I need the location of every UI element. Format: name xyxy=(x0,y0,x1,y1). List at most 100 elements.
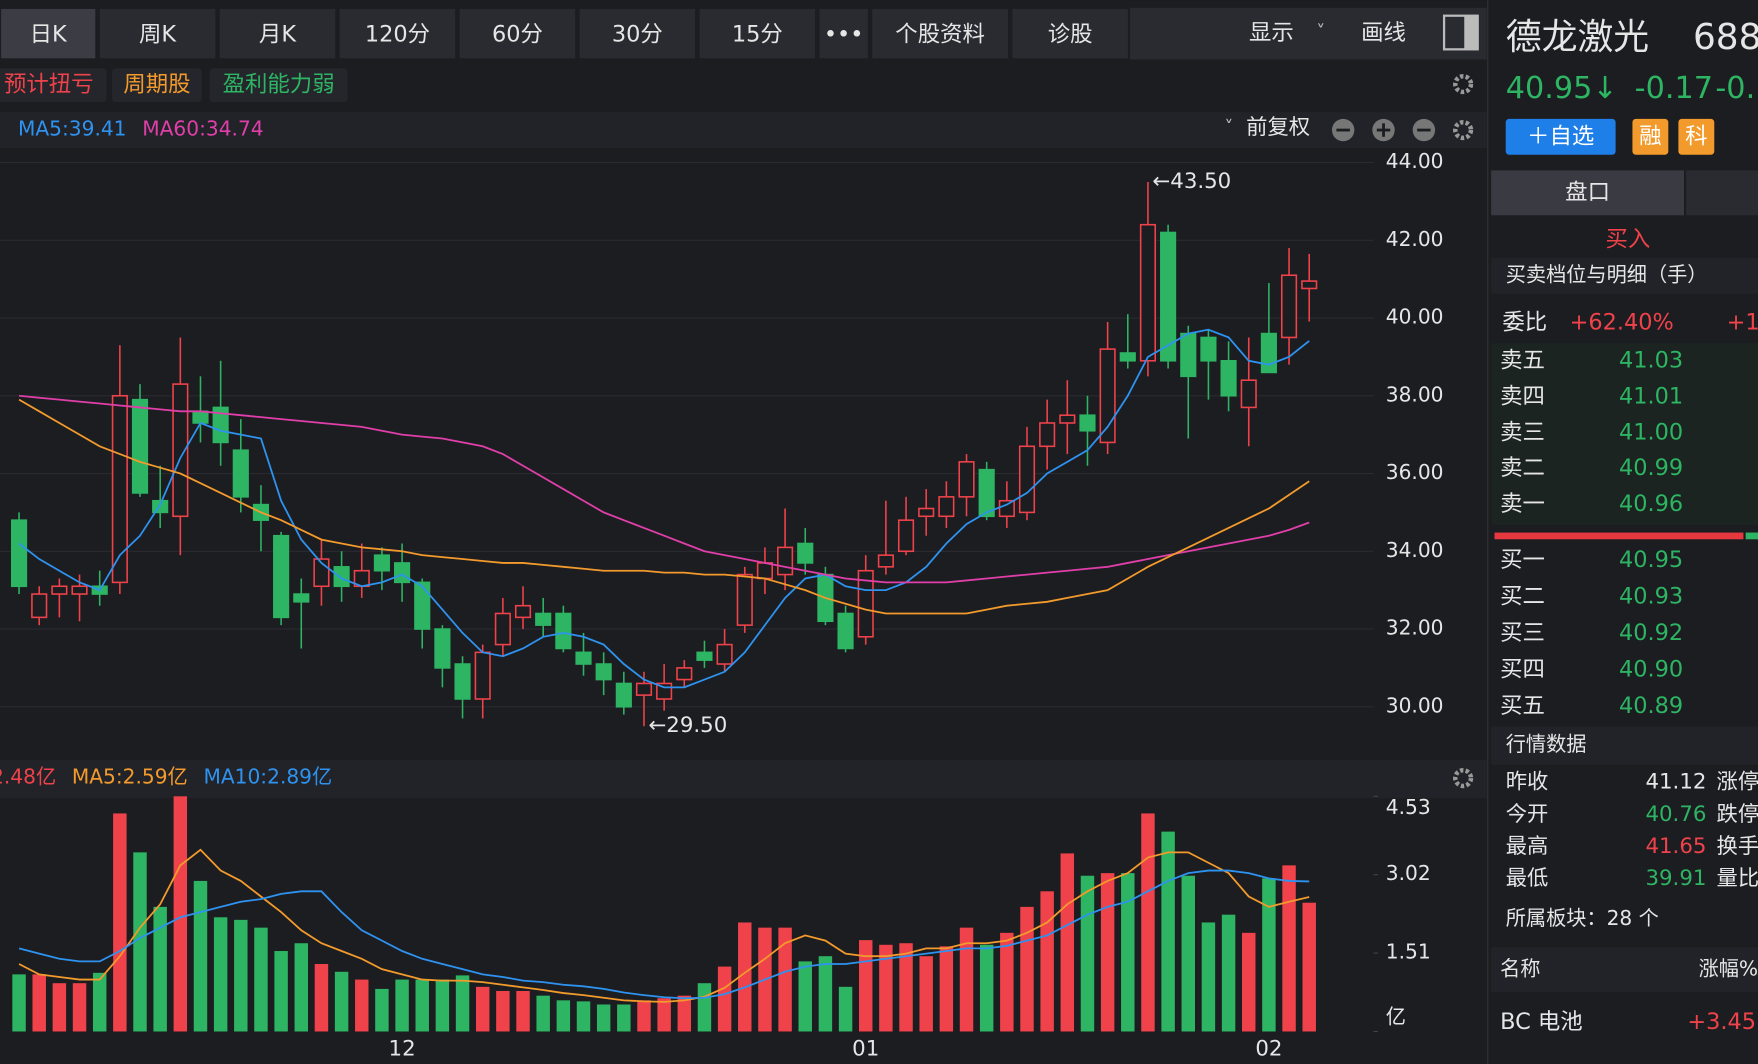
toolbar-tab[interactable]: 15分 xyxy=(732,21,783,47)
candle-body xyxy=(273,534,290,619)
volume-bar xyxy=(1060,853,1075,1032)
bid-label: 买四 xyxy=(1500,656,1545,682)
volume-bar xyxy=(1100,873,1115,1032)
volume-bar xyxy=(798,961,812,1032)
candle-body xyxy=(736,573,753,626)
candle-body xyxy=(31,593,48,619)
toolbar-tab[interactable]: 周K xyxy=(139,21,177,47)
tab[interactable] xyxy=(577,6,698,61)
ask-label: 卖四 xyxy=(1500,383,1545,409)
price-annotation: ←29.50 xyxy=(648,713,727,738)
bid-price: 40.92 xyxy=(1619,620,1683,646)
y-tick-label: 1.51 xyxy=(1386,940,1431,964)
last-price: 40.95↓ xyxy=(1506,71,1618,106)
layout-icon-fill xyxy=(1464,15,1478,50)
toolbar-tab[interactable]: 60分 xyxy=(492,21,543,47)
volume-bar xyxy=(133,852,147,1032)
candle-body xyxy=(1240,379,1257,409)
ask-price: 41.00 xyxy=(1619,419,1683,445)
volume-bar xyxy=(657,998,671,1032)
candle-body xyxy=(232,449,249,498)
tab[interactable] xyxy=(870,6,1011,61)
volume-bar xyxy=(617,1004,631,1032)
watch-button[interactable] xyxy=(1505,118,1616,155)
volume-bar xyxy=(254,927,268,1032)
tab[interactable] xyxy=(697,6,818,61)
candle-body xyxy=(394,562,411,584)
tag[interactable]: 盈利能力弱 xyxy=(223,72,335,98)
volume-bar xyxy=(1020,906,1034,1032)
ma-legend-bar xyxy=(0,112,1487,148)
toolbar-tab[interactable]: 诊股 xyxy=(1048,21,1093,47)
ask-label: 卖一 xyxy=(1500,491,1545,517)
candle-body xyxy=(696,651,713,661)
volume-bar xyxy=(1242,932,1256,1032)
candle-body xyxy=(474,651,491,700)
tab[interactable] xyxy=(97,6,218,61)
volume-bar xyxy=(556,1000,571,1032)
toolbar-tab[interactable]: ••• xyxy=(824,21,864,47)
candle-body xyxy=(10,519,28,588)
sector-header-bg xyxy=(1491,947,1758,993)
depth-header xyxy=(1491,257,1758,294)
volume-bar xyxy=(858,940,873,1032)
adjust-menu[interactable]: 前复权 xyxy=(1246,115,1310,140)
market-header xyxy=(1491,726,1758,765)
toolbar-tab[interactable]: 月K xyxy=(259,21,297,47)
buy-button[interactable]: 买入 xyxy=(1606,226,1651,252)
ratio-value: +62.40% xyxy=(1570,309,1674,335)
gear[interactable] xyxy=(1453,74,1474,95)
price-change: -0.17 xyxy=(1635,71,1713,106)
candle-body xyxy=(797,542,814,564)
display-menu[interactable]: 显示 xyxy=(1249,20,1294,46)
toolbar-tab[interactable]: 个股资料 xyxy=(895,21,985,47)
volume-legend-bar xyxy=(0,760,1487,799)
toolbar-tab[interactable]: 日K xyxy=(30,21,68,47)
sector-col: 名称 xyxy=(1500,956,1540,980)
candle-body xyxy=(857,569,874,638)
candle-body xyxy=(877,554,894,568)
legend-entry: MA60:34.74 xyxy=(142,117,263,141)
y-tick-label: 亿 xyxy=(1386,1005,1406,1029)
bid-label: 买一 xyxy=(1500,547,1545,573)
candle-body xyxy=(172,383,189,518)
sector-count: 所属板块：28 个 xyxy=(1506,906,1659,930)
legend-entry: 2.48亿 xyxy=(0,765,56,789)
legend-entry: MA5:39.41 xyxy=(18,117,127,141)
gear[interactable] xyxy=(1453,768,1474,789)
tab[interactable] xyxy=(337,6,458,61)
volume-bar xyxy=(1302,902,1316,1032)
tab[interactable] xyxy=(1010,6,1131,61)
toolbar-tab[interactable]: 30分 xyxy=(612,21,663,47)
tag[interactable]: 预计扭亏 xyxy=(4,72,94,98)
tab-active[interactable] xyxy=(0,6,98,61)
toolbar-tab[interactable]: 120分 xyxy=(365,21,430,47)
volume-bar xyxy=(959,927,974,1032)
volume-bar xyxy=(979,944,994,1032)
tab[interactable] xyxy=(1686,170,1758,216)
volume-bar xyxy=(717,966,732,1032)
ask-label: 卖二 xyxy=(1500,455,1545,481)
bid-price: 40.90 xyxy=(1619,656,1683,682)
volume-bar xyxy=(677,995,692,1032)
stat-value: 39.91 xyxy=(1645,866,1706,891)
gear[interactable] xyxy=(1453,119,1474,141)
bid-label: 买三 xyxy=(1500,620,1545,646)
badge-text[interactable]: ＋自选 xyxy=(1527,123,1594,149)
draw-menu[interactable]: 画线 xyxy=(1361,20,1406,46)
tab-label[interactable]: 盘口 xyxy=(1565,179,1610,205)
sector-name[interactable]: BC 电池 xyxy=(1500,1009,1583,1035)
tab-active[interactable] xyxy=(1491,170,1685,216)
candle-body xyxy=(837,612,854,650)
volume-bar xyxy=(294,943,309,1032)
tab[interactable] xyxy=(457,6,578,61)
volume-bar xyxy=(536,995,550,1032)
tag[interactable]: 周期股 xyxy=(123,72,190,98)
tab[interactable] xyxy=(217,6,338,61)
tab[interactable] xyxy=(817,6,871,61)
bid-price: 40.95 xyxy=(1619,547,1683,573)
ratio-extra: +1 xyxy=(1727,309,1758,335)
volume-bar xyxy=(1221,914,1236,1032)
candle-body xyxy=(1099,348,1116,444)
candle-body xyxy=(635,682,653,696)
